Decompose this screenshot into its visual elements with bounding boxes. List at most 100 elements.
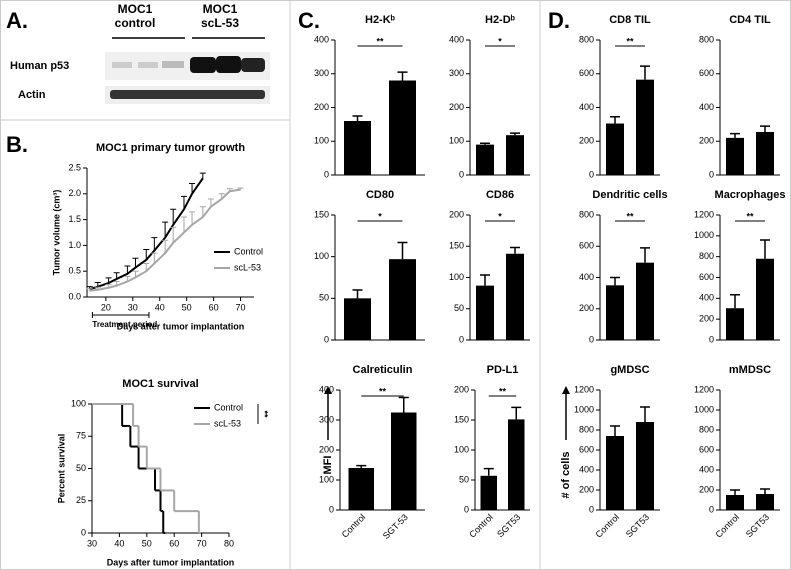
group-label: MOC1 control xyxy=(114,2,156,30)
error-bar xyxy=(124,265,131,274)
y-tick-label: 0 xyxy=(709,334,714,344)
bar xyxy=(636,79,654,175)
error-bar xyxy=(610,276,620,286)
y-axis-label: Tumor volume (cm³) xyxy=(51,190,61,276)
error-bar xyxy=(610,116,620,124)
x-tick-label: Control xyxy=(340,512,368,540)
chart-title: Macrophages xyxy=(715,189,786,201)
legend-label: scL-53 xyxy=(234,262,261,272)
panel-label: D. xyxy=(548,8,570,33)
error-bar xyxy=(237,187,244,190)
bar xyxy=(344,298,371,340)
chart-title: Dendritic cells xyxy=(592,189,667,201)
chart-title: mMDSC xyxy=(729,364,771,376)
bar xyxy=(389,259,416,340)
bar xyxy=(726,495,744,510)
y-tick-label: 200 xyxy=(579,303,594,313)
significance: ** xyxy=(499,386,507,396)
y-tick-label: 0 xyxy=(464,504,469,514)
y-tick-label: 150 xyxy=(449,241,464,251)
band xyxy=(190,57,216,73)
x-tick-label: SGT53 xyxy=(624,512,651,539)
y-tick-label: 0 xyxy=(81,527,86,537)
x-tick-label: Control xyxy=(594,512,622,540)
bar xyxy=(344,121,371,175)
bar xyxy=(348,468,374,510)
bar xyxy=(756,258,774,340)
y-tick-label: 200 xyxy=(699,484,714,494)
bar xyxy=(391,412,417,510)
series-line xyxy=(89,188,241,292)
significance: * xyxy=(498,36,502,46)
legend-label: scL-53 xyxy=(214,418,241,428)
significance: ** xyxy=(376,36,384,46)
y-tick-label: 0.5 xyxy=(68,266,81,276)
y-tick-label: 1000 xyxy=(694,230,714,240)
y-tick-label: 0 xyxy=(709,504,714,514)
x-tick-label: 80 xyxy=(224,538,234,548)
y-tick-label: 600 xyxy=(579,68,594,78)
y-tick-label: 2.5 xyxy=(68,162,81,172)
significance: * xyxy=(378,211,382,221)
x-tick-label: Control xyxy=(714,512,742,540)
y-tick-label: 400 xyxy=(579,272,594,282)
bar xyxy=(476,144,494,175)
significance: * xyxy=(498,211,502,221)
y-tick-label: 800 xyxy=(579,34,594,44)
y-tick-label: 0.0 xyxy=(68,291,81,301)
group-label-box: MOC1 control xyxy=(114,2,156,30)
bar xyxy=(726,137,744,175)
y-tick-label: 400 xyxy=(699,293,714,303)
bar xyxy=(606,285,624,340)
bar xyxy=(636,262,654,340)
error-bar xyxy=(162,239,169,254)
y-tick-label: 100 xyxy=(449,272,464,282)
y-tick-label: 0 xyxy=(324,334,329,344)
bar xyxy=(480,475,497,510)
panel-label: A. xyxy=(6,8,28,33)
arrow-head xyxy=(562,386,570,394)
significance: ** xyxy=(626,211,634,221)
error-bar xyxy=(151,237,158,251)
bar xyxy=(508,419,525,510)
chart-title: CD8 TIL xyxy=(609,14,651,26)
error-bar xyxy=(610,425,620,436)
chart-title: MOC1 survival xyxy=(122,378,198,390)
annotation: ** xyxy=(260,410,270,418)
x-tick-label: SGT53 xyxy=(495,512,522,539)
x-tick-label: 30 xyxy=(87,538,97,548)
y-tick-label: 1000 xyxy=(574,404,594,414)
y-tick-label: 1200 xyxy=(694,384,714,394)
y-tick-label: 0 xyxy=(324,169,329,179)
y-tick-label: 50 xyxy=(454,303,464,313)
error-bar xyxy=(730,132,740,138)
y-tick-label: 100 xyxy=(314,251,329,261)
y-tick-label: 150 xyxy=(454,414,469,424)
y-tick-label: 600 xyxy=(699,272,714,282)
y-tick-label: 0 xyxy=(709,169,714,179)
annotation: Treatment period xyxy=(92,320,157,329)
y-tick-label: 600 xyxy=(699,68,714,78)
y-tick-label: 100 xyxy=(314,136,329,146)
x-tick-label: SGT53 xyxy=(744,512,771,539)
significance: ** xyxy=(626,36,634,46)
row-label: Human p53 xyxy=(10,60,69,72)
band xyxy=(241,58,265,72)
x-tick-label: 50 xyxy=(142,538,152,548)
band xyxy=(110,90,265,99)
bar xyxy=(506,135,524,175)
y-tick-label: 600 xyxy=(699,444,714,454)
error-bar xyxy=(398,396,409,413)
y-tick-label: 100 xyxy=(319,474,334,484)
chart-title: MOC1 primary tumor growth xyxy=(96,142,245,154)
band xyxy=(216,56,241,73)
x-tick-label: 40 xyxy=(155,302,165,312)
significance: ** xyxy=(746,211,754,221)
error-bar xyxy=(730,489,740,495)
x-tick-label: Control xyxy=(467,512,495,540)
x-axis-label: Days after tumor implantation xyxy=(107,557,235,567)
y-tick-label: 300 xyxy=(449,68,464,78)
x-tick-label: 70 xyxy=(197,538,207,548)
error-bar xyxy=(189,211,196,225)
